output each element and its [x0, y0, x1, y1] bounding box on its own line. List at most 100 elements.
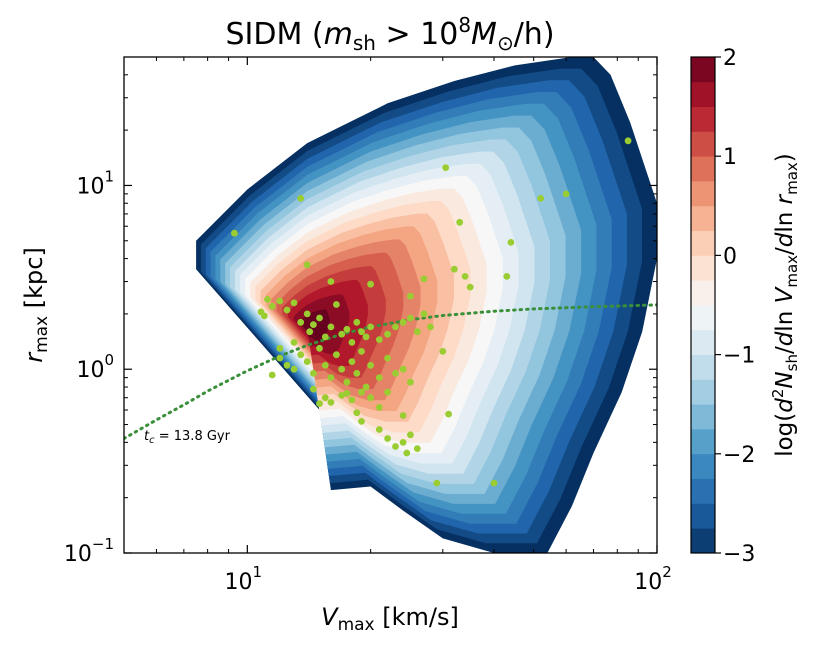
- subhalo-point: [392, 443, 399, 450]
- subhalo-point: [306, 328, 314, 336]
- colorbar-ticks: 2 1 0 −1 −2 −3: [715, 46, 755, 567]
- colorbar-segment: [691, 478, 715, 504]
- subhalo-point: [297, 351, 305, 359]
- subhalo-point: [367, 280, 374, 288]
- subhalo-point: [490, 479, 498, 487]
- subhalo-point: [439, 348, 447, 355]
- subhalo-point: [375, 336, 383, 343]
- subhalo-point: [297, 195, 305, 202]
- colorbar-tick-label: 2: [723, 46, 737, 71]
- subhalo-point: [333, 351, 340, 359]
- subhalo-point: [384, 435, 391, 442]
- subhalo-point: [310, 369, 317, 377]
- curve-annotation: tc = 13.8 Gyr: [144, 429, 231, 446]
- colorbar-segment: [691, 404, 715, 430]
- colorbar-segment: [691, 156, 715, 182]
- subhalo-point: [624, 137, 632, 145]
- colorbar-segment: [691, 205, 715, 231]
- colorbar-segment: [691, 503, 715, 529]
- colorbar-segment: [691, 57, 715, 83]
- subhalo-point: [316, 314, 323, 322]
- x-tick-label: 101: [225, 563, 263, 595]
- subhalo-point: [375, 374, 383, 381]
- subhalo-point: [290, 365, 298, 373]
- subhalo-point: [403, 449, 411, 457]
- subhalo-point: [303, 261, 311, 269]
- x-axis-label: Vmax [km/s]: [321, 603, 459, 635]
- subhalo-point: [427, 323, 434, 331]
- colorbar-tick-label: 0: [723, 244, 737, 269]
- subhalo-point: [290, 339, 298, 346]
- plot-area: [124, 57, 657, 553]
- x-tick-label: 102: [634, 563, 672, 595]
- subhalo-point: [260, 312, 268, 320]
- subhalo-point: [384, 330, 391, 338]
- subhalo-point: [362, 333, 370, 341]
- subhalo-point: [367, 394, 374, 402]
- colorbar-tick-label: 1: [723, 145, 737, 170]
- subhalo-point: [399, 412, 407, 419]
- subhalo-point: [413, 328, 421, 336]
- subhalo-point: [327, 399, 335, 406]
- subhalo-point: [503, 273, 511, 280]
- subhalo-point: [353, 409, 361, 417]
- subhalo-point: [367, 361, 374, 369]
- colorbar-tick-label: −3: [723, 542, 755, 567]
- colorbar-segment: [691, 379, 715, 405]
- subhalo-point: [407, 431, 414, 439]
- subhalo-point: [399, 439, 407, 446]
- colorbar-segment: [691, 305, 715, 331]
- subhalo-point: [264, 296, 271, 303]
- subhalo-point: [353, 369, 361, 377]
- subhalo-point: [537, 195, 545, 202]
- colorbar-segment: [691, 81, 715, 107]
- colorbar-segment: [691, 106, 715, 132]
- subhalo-point: [399, 318, 407, 326]
- y-tick-label: 101: [76, 167, 114, 199]
- subhalo-point: [358, 348, 365, 355]
- subhalo-point: [399, 365, 407, 373]
- colorbar-tick-label: −2: [723, 443, 755, 468]
- colorbar-label: log(d2Nsh/dln Vmax/dln rmax): [769, 153, 801, 457]
- subhalo-point: [348, 396, 356, 404]
- y-tick-label: 100: [76, 351, 114, 383]
- subhalo-point: [507, 239, 515, 246]
- colorbar-segment: [691, 528, 715, 554]
- colorbar-segment: [691, 354, 715, 380]
- subhalo-point: [407, 314, 414, 322]
- subhalo-point: [466, 283, 474, 291]
- subhalo-point: [407, 378, 414, 386]
- subhalo-point: [268, 371, 276, 379]
- subhalo-point: [562, 190, 570, 198]
- subhalo-point: [268, 302, 276, 310]
- chart-title: SIDM (msh > 108M⊙/h): [225, 13, 554, 55]
- plot-frame: [123, 56, 658, 554]
- colorbar-segment: [691, 429, 715, 455]
- subhalo-point: [384, 388, 391, 396]
- subhalo-point: [433, 479, 441, 487]
- colorbar-segment: [691, 329, 715, 355]
- subhalo-point: [353, 318, 361, 326]
- subhalo-point: [362, 383, 370, 391]
- subhalo-point: [450, 265, 458, 273]
- subhalo-point: [327, 278, 335, 285]
- colorbar-frame: [690, 56, 716, 554]
- subhalo-point: [231, 229, 238, 237]
- subhalo-point: [384, 354, 391, 362]
- subhalo-point: [358, 418, 365, 425]
- subhalo-point: [442, 164, 450, 172]
- subhalo-point: [420, 310, 428, 318]
- colorbar-tick-label: −1: [723, 344, 755, 369]
- colorbar-segment: [691, 230, 715, 256]
- subhalo-point: [316, 400, 323, 407]
- subhalo-point: [338, 392, 346, 399]
- subhalo-point: [327, 323, 335, 331]
- colorbar-segment: [691, 255, 715, 281]
- subhalo-point: [303, 310, 311, 318]
- subhalo-point: [276, 354, 284, 362]
- subhalo-point: [303, 358, 311, 365]
- subhalo-point: [310, 321, 317, 328]
- subhalo-point: [343, 378, 351, 386]
- density-contours: [196, 57, 657, 553]
